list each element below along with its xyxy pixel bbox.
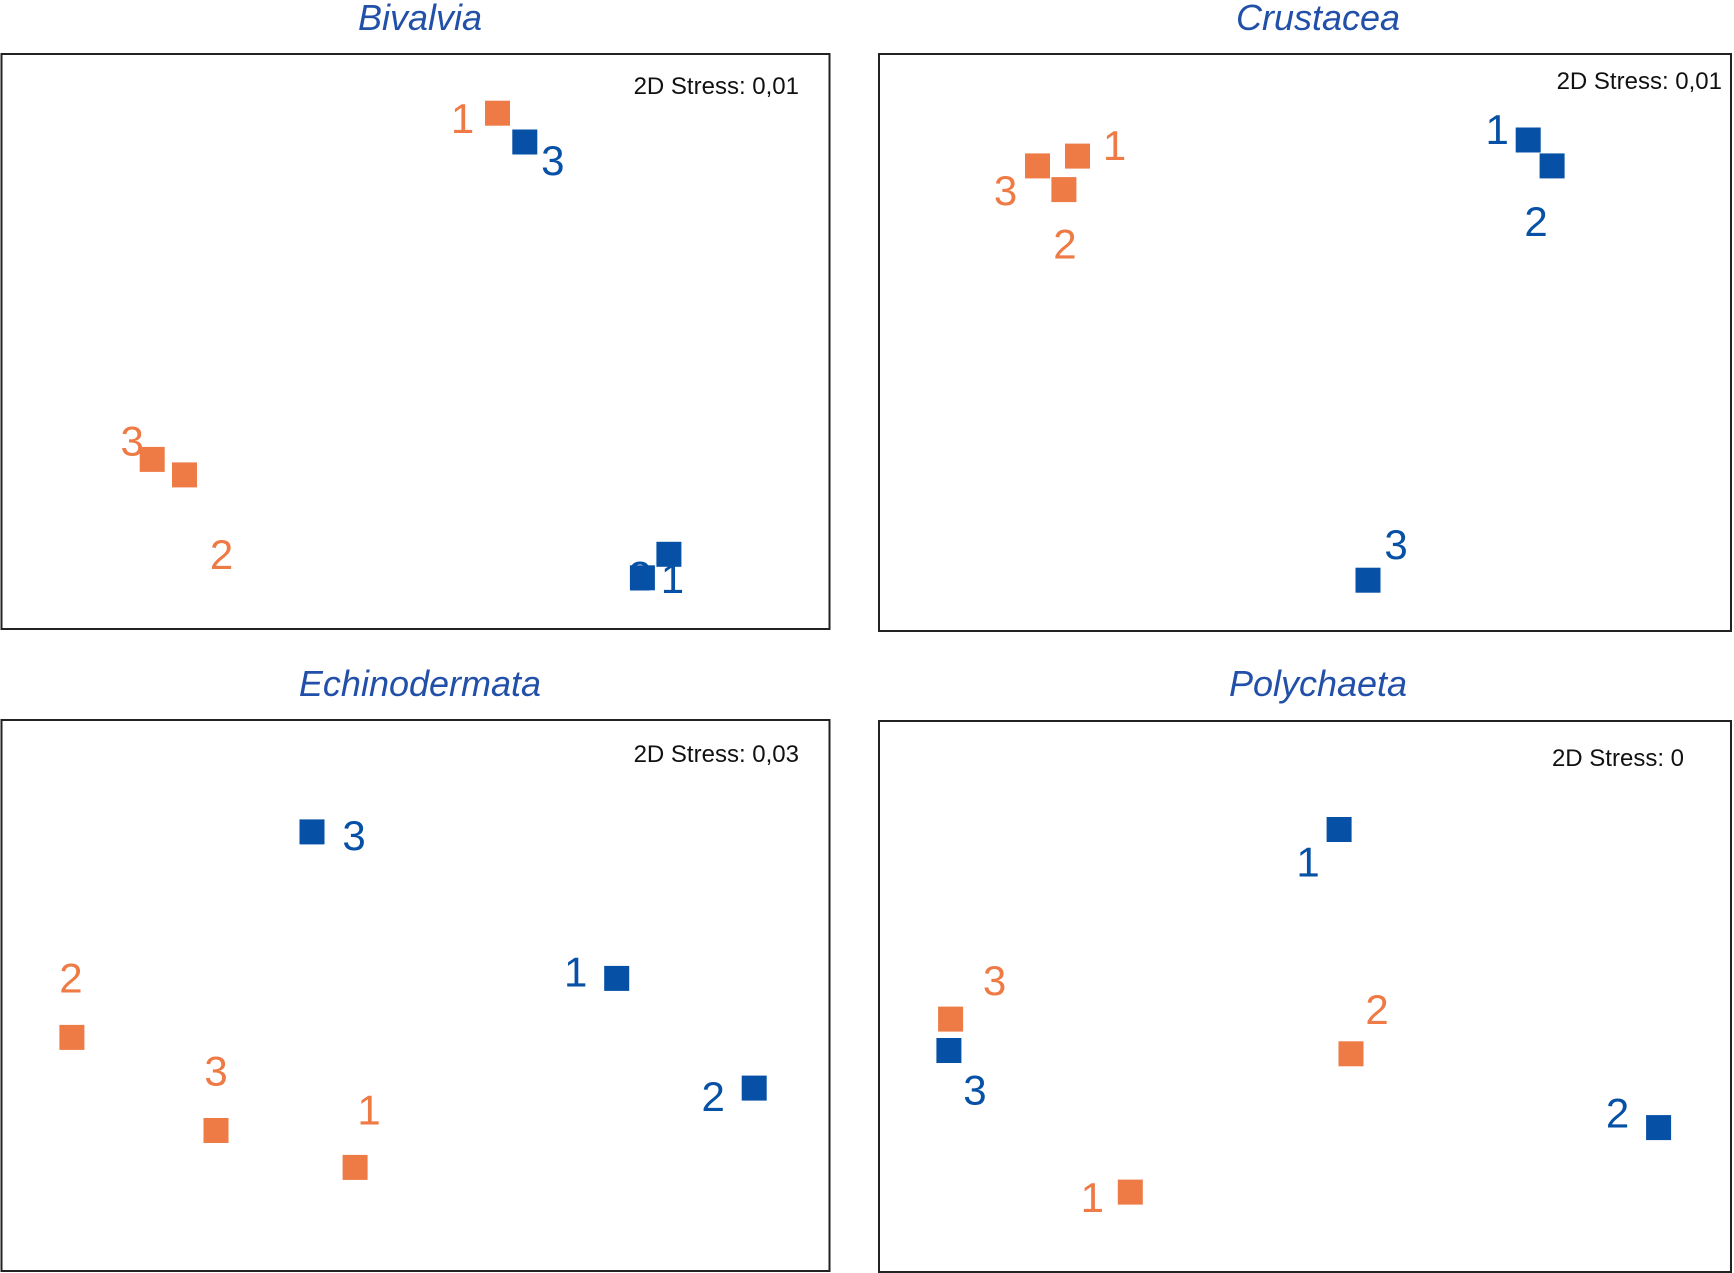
stress-label: 2D Stress: 0,01 bbox=[634, 73, 799, 100]
marks: 3 2 1 1 3 2 bbox=[936, 817, 1672, 1221]
point-label-orange-1: 1 bbox=[451, 95, 474, 142]
stress-label: 2D Stress: 0,01 bbox=[1557, 68, 1722, 95]
point-label-orange-3: 3 bbox=[204, 1048, 227, 1095]
plot-frame bbox=[878, 53, 1732, 632]
panel-title: Bivalvia bbox=[358, 0, 482, 38]
point-marker-blue-3 bbox=[299, 819, 325, 845]
point-label-orange-3: 3 bbox=[121, 417, 144, 464]
stress-label: 2D Stress: 0,03 bbox=[634, 741, 799, 768]
point-label-orange-2: 2 bbox=[1053, 221, 1076, 268]
panel-title: Crustacea bbox=[1236, 0, 1400, 38]
point-label-blue-3: 3 bbox=[541, 137, 564, 184]
point-marker-blue-1 bbox=[1326, 817, 1352, 842]
point-label-blue-2: 2 bbox=[1606, 1090, 1629, 1137]
point-label-blue-1: 1 bbox=[1486, 106, 1509, 153]
point-marker-blue-3 bbox=[936, 1038, 962, 1063]
point-marker-orange-1 bbox=[1065, 143, 1090, 169]
point-marker-orange-3 bbox=[1025, 153, 1050, 179]
point-marker-blue-2 bbox=[656, 541, 682, 567]
stress-label: 2D Stress: 0 bbox=[1552, 745, 1684, 772]
point-label-orange-1: 1 bbox=[357, 1086, 380, 1133]
point-label-orange-1: 1 bbox=[1081, 1174, 1104, 1221]
point-marker-orange-2 bbox=[59, 1024, 85, 1050]
point-marker-orange-2 bbox=[172, 462, 197, 488]
panel-bivalvia: Bivalvia 2D Stress: 0,01 132321 bbox=[0, 0, 831, 630]
point-marker-blue-2 bbox=[1539, 153, 1565, 179]
point-marker-blue-1 bbox=[604, 965, 630, 991]
point-marker-orange-1 bbox=[1117, 1179, 1143, 1205]
point-marker-blue-1 bbox=[629, 565, 655, 591]
point-label-blue-1: 1 bbox=[1296, 839, 1319, 886]
point-marker-orange-1 bbox=[485, 100, 510, 126]
panel-echinodermata: Echinodermata 2D Stress: 0,03 2 3 1 3 1 2 bbox=[0, 663, 831, 1272]
point-label-blue-3: 3 bbox=[1384, 521, 1407, 568]
panel-title: Echinodermata bbox=[299, 663, 541, 704]
point-label-orange-3: 3 bbox=[983, 957, 1006, 1004]
point-label-blue-1: 1 bbox=[661, 555, 684, 602]
plot-frame bbox=[0, 719, 831, 1272]
plot-frame bbox=[878, 720, 1732, 1273]
point-marker-orange-3 bbox=[203, 1118, 229, 1143]
point-label-orange-2: 2 bbox=[1365, 986, 1388, 1033]
marks: 2 3 1 3 1 2 bbox=[59, 812, 767, 1180]
point-marker-orange-3 bbox=[938, 1006, 964, 1032]
point-label-orange-2: 2 bbox=[210, 531, 233, 578]
point-marker-blue-1 bbox=[1515, 127, 1541, 153]
point-marker-orange-2 bbox=[1338, 1041, 1364, 1067]
point-marker-orange-2 bbox=[1051, 177, 1077, 203]
point-marker-blue-2 bbox=[1646, 1115, 1672, 1141]
point-label-blue-2: 2 bbox=[702, 1073, 725, 1120]
point-label-orange-3: 3 bbox=[994, 167, 1017, 214]
point-label-orange-1: 1 bbox=[1103, 122, 1126, 169]
point-marker-orange-3 bbox=[139, 446, 165, 472]
panel-polychaeta: Polychaeta 2D Stress: 0 3 2 1 1 3 2 bbox=[878, 663, 1732, 1273]
point-marker-blue-3 bbox=[512, 129, 538, 155]
point-label-orange-2: 2 bbox=[59, 954, 82, 1001]
point-label-blue-1: 1 bbox=[564, 948, 587, 995]
plot-frame bbox=[0, 53, 831, 630]
point-label-blue-3: 3 bbox=[342, 812, 365, 859]
marks: 132321 bbox=[121, 95, 685, 602]
point-label-blue-3: 3 bbox=[963, 1067, 986, 1114]
point-marker-blue-2 bbox=[741, 1075, 767, 1101]
point-label-blue-2: 2 bbox=[1524, 198, 1547, 245]
point-marker-orange-1 bbox=[342, 1154, 368, 1180]
panel-title: Polychaeta bbox=[1229, 663, 1407, 704]
point-marker-blue-3 bbox=[1355, 567, 1381, 593]
